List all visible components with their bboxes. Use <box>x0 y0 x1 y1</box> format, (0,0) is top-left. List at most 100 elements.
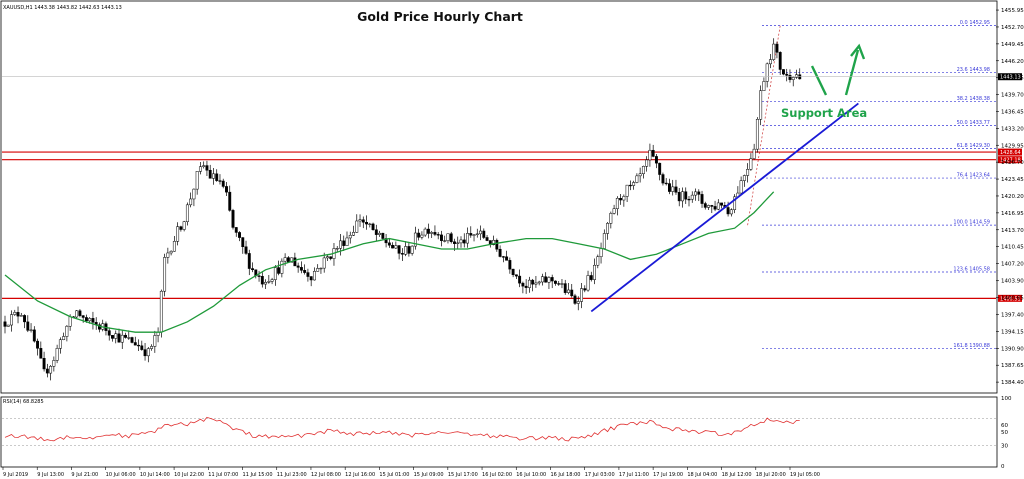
candle-body <box>521 282 525 287</box>
time-tick-label: 17 Jul 19:00 <box>653 472 683 478</box>
candle-body <box>39 348 43 359</box>
candle-body <box>472 234 476 236</box>
candle-body <box>534 282 538 285</box>
candle-body <box>225 186 228 193</box>
candle-body <box>52 360 56 367</box>
candle-body <box>716 202 720 210</box>
candle-body <box>381 232 385 239</box>
price-tick-label: 1403.90 <box>1001 279 1024 285</box>
candle-body <box>234 227 238 233</box>
candle-body <box>407 246 411 254</box>
time-axis: 9 Jul 2019 9 Jul 13:00 9 Jul 21:00 10 Jul 0… <box>2 467 820 478</box>
candle-body <box>111 335 114 339</box>
candle-body <box>257 275 261 277</box>
candle-body <box>726 207 730 215</box>
time-tick-label: 10 Jul 14:00 <box>140 472 170 478</box>
candle-body <box>312 271 316 281</box>
price-tick-label: 1410.45 <box>1001 245 1024 251</box>
candle-body <box>658 162 662 175</box>
candle-body <box>228 191 232 211</box>
candle-body <box>137 344 140 347</box>
candle-body <box>456 242 460 244</box>
candle-body <box>355 220 359 233</box>
candle-body <box>681 191 684 202</box>
candle-body <box>508 260 512 270</box>
candle-body <box>387 242 391 246</box>
time-tick-label: 11 Jul 15:00 <box>243 472 273 478</box>
candle-body <box>127 337 131 339</box>
candle-body <box>524 285 528 288</box>
candle-body <box>583 288 587 291</box>
candle-body <box>687 198 691 201</box>
candle-body <box>192 188 196 200</box>
candle-body <box>140 345 144 350</box>
candle-body <box>668 183 671 192</box>
time-tick-label: 17 Jul 11:00 <box>619 472 649 478</box>
candle-body <box>677 192 681 202</box>
candle-body <box>560 283 564 285</box>
candle-body <box>547 277 551 283</box>
candle-body <box>759 90 763 120</box>
candle-body <box>45 368 49 374</box>
candle-body <box>739 180 743 194</box>
candle-body <box>384 238 388 244</box>
candle-body <box>511 268 515 275</box>
candle-body <box>303 270 307 273</box>
candle-body <box>410 245 414 254</box>
chart-title: Gold Price Hourly Chart <box>357 9 523 24</box>
candle-body <box>371 223 375 230</box>
candle-body <box>746 169 750 176</box>
horizontal-level-label: 1400.51 <box>1000 296 1021 302</box>
candle-body <box>309 276 313 281</box>
candle-body <box>599 248 603 257</box>
candle-body <box>632 182 636 186</box>
price-tick-label: 1394.15 <box>1001 329 1024 335</box>
candle-body <box>459 239 463 244</box>
fib-level-label: 161.8 1390.88 <box>953 343 990 349</box>
candle-body <box>446 233 450 241</box>
candle-body <box>32 329 36 342</box>
candle-body <box>540 276 544 283</box>
candle-body <box>218 180 222 182</box>
candle-body <box>120 334 124 343</box>
candle-body <box>635 175 639 183</box>
candle-body <box>443 240 447 242</box>
trend-line-layer <box>590 102 859 313</box>
candle-body <box>166 252 170 258</box>
candle-body <box>78 310 82 316</box>
candle-body <box>163 257 167 292</box>
candle-body <box>557 283 561 285</box>
candle-body <box>625 184 629 197</box>
candle-body <box>339 240 342 249</box>
candle-body <box>694 191 697 196</box>
candle-body <box>641 166 645 175</box>
candle-body <box>212 173 215 179</box>
candle-body <box>580 288 583 302</box>
candle-body <box>544 276 548 283</box>
price-tick-label: 1400.65 <box>1001 296 1024 302</box>
horizontal-level-label: 1427.18 <box>1000 158 1021 164</box>
candle-body <box>133 342 137 346</box>
candle-body <box>589 275 593 280</box>
arrows-layer <box>810 43 866 96</box>
candle-body <box>495 239 499 250</box>
candle-body <box>49 366 53 374</box>
time-tick-label: 17 Jul 03:00 <box>585 472 615 478</box>
candle-body <box>684 191 688 200</box>
candle-body <box>117 333 121 343</box>
candle-body <box>238 232 241 238</box>
candle-body <box>664 182 668 185</box>
candle-body <box>514 274 518 277</box>
time-tick-label: 9 Jul 2019 <box>3 472 28 478</box>
candle-body <box>68 316 72 327</box>
candle-body <box>391 244 395 249</box>
fib-level-label: 76.4 1423.64 <box>957 173 990 179</box>
candle-body <box>88 318 92 322</box>
candle-body <box>378 232 382 235</box>
candle-body <box>124 334 127 338</box>
candle-body <box>306 272 310 277</box>
candle-body <box>628 184 632 187</box>
candle-body <box>619 198 623 201</box>
